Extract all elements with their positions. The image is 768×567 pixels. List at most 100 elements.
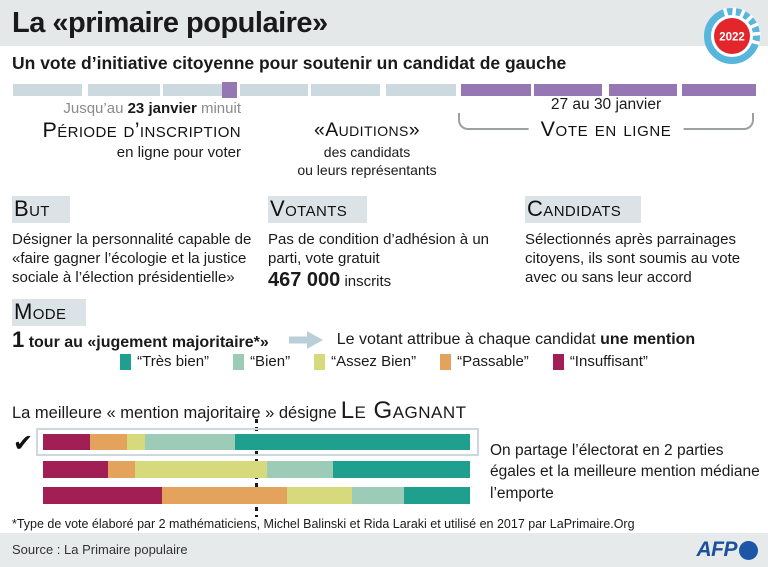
legend-item-tres_bien: “Très bien”	[120, 353, 209, 370]
bar-segment-insuffisant	[43, 461, 108, 478]
legend-item-bien: “Bien”	[233, 353, 290, 370]
section-votants-title: Votants	[268, 196, 368, 223]
bar-segment-bien	[266, 461, 333, 478]
winner-check-icon: ✔	[13, 430, 34, 457]
gagnant-intro: La meilleure « mention majoritaire » dés…	[12, 404, 337, 422]
mode-round: 1 tour au «jugement majoritaire*»	[12, 327, 269, 353]
timeline-segment-past	[88, 84, 160, 96]
votants-text: Pas de condition d’adhésion à un parti, …	[268, 231, 490, 268]
date-prefix: Jusqu’au	[63, 100, 128, 117]
legend-item-assez_bien: “Assez Bien”	[314, 353, 416, 370]
auditions-name: «Auditions»	[314, 119, 420, 141]
gagnant-line: La meilleure « mention majoritaire » dés…	[12, 397, 467, 425]
legend-swatch-insuffisant-icon	[552, 353, 564, 370]
phase-vote-bracket: 27 au 30 janvier Vote en ligne	[458, 96, 754, 142]
legend-swatch-tres_bien-icon	[120, 353, 132, 370]
mention-text: Le votant attribue à chaque candidat	[336, 331, 601, 348]
section-mode-title: Mode	[12, 299, 87, 326]
phase-auditions: «Auditions» des candidats ou leurs repré…	[272, 118, 462, 178]
bar-segment-passable	[107, 461, 135, 478]
bar-segment-tres_bien	[332, 461, 470, 478]
date-suffix: minuit	[196, 100, 241, 117]
page-title: La «primaire populaire»	[12, 7, 328, 39]
timeline-segment-past	[240, 84, 308, 96]
section-but-body: Désigner la personnalité capable de «fai…	[12, 231, 252, 287]
mention-bar	[43, 434, 470, 450]
timeline-segment-past	[163, 84, 222, 96]
footnote: *Type de vote élaboré par 2 mathématicie…	[12, 517, 635, 531]
legend-label: “Insuffisant”	[569, 353, 648, 370]
section-mode: Mode	[12, 299, 87, 326]
legend-item-passable: “Passable”	[440, 353, 529, 370]
bar-segment-bien	[145, 434, 236, 450]
bar-segment-assez_bien	[287, 487, 353, 504]
vote-name: Vote en ligne	[528, 117, 684, 142]
section-candidats-body: Sélectionnés après parrainages citoyens,…	[525, 231, 741, 287]
mode-line: 1 tour au «jugement majoritaire*» Le vot…	[12, 327, 752, 353]
legend-label: “Bien”	[250, 353, 291, 370]
section-votants: Votants Pas de condition d’adhésion à un…	[268, 196, 493, 293]
legend-swatch-bien-icon	[233, 353, 245, 370]
winner-highlight-box	[36, 428, 479, 456]
header-band	[0, 0, 768, 46]
bar-segment-tres_bien	[235, 434, 470, 450]
year-2022-badge-icon: 2022	[704, 7, 761, 64]
votants-count: 467 000	[268, 269, 341, 292]
mention-bar	[43, 487, 470, 504]
afp-logo-circle-icon	[739, 540, 758, 560]
mention-legend: “Très bien” “Bien” “Assez Bien” “Passable” “…	[0, 353, 768, 370]
timeline-segment-past	[13, 84, 82, 96]
phase-inscription: Jusqu’au 23 janvier minuit Période d’ins…	[8, 100, 241, 161]
badge-year-text: 2022	[719, 32, 745, 44]
bar-segment-passable	[162, 487, 288, 504]
auditions-sub1: des candidats	[323, 144, 411, 160]
legend-label: “Assez Bien”	[331, 353, 417, 370]
auditions-sub2: ou leurs représentants	[297, 162, 437, 179]
vote-date: 27 au 30 janvier	[550, 96, 662, 113]
gagnant-strong: Le Gagnant	[340, 397, 467, 424]
timeline-segment-vote	[461, 84, 531, 96]
mode-round-text: tour au «jugement majoritaire*»	[24, 334, 269, 351]
timeline	[0, 81, 768, 99]
bar-segment-passable	[89, 434, 128, 450]
inscription-name: Période d’inscription	[42, 118, 241, 142]
mode-mention-text: Le votant attribue à chaque candidat une…	[337, 331, 695, 349]
votants-count-suffix: inscrits	[340, 273, 392, 291]
bar-segment-tres_bien	[404, 487, 470, 504]
bar-segment-bien	[352, 487, 405, 504]
arrow-right-icon	[288, 331, 323, 349]
legend-item-insuffisant: “Insuffisant”	[552, 353, 648, 370]
legend-swatch-passable-icon	[440, 353, 452, 370]
afp-logo-text: AFP	[696, 538, 738, 561]
mode-round-number: 1	[12, 327, 25, 352]
source-credit: Source : La Primaire populaire	[12, 542, 188, 557]
subtitle: Un vote d’initiative citoyenne pour sout…	[12, 53, 567, 73]
section-but: But Désigner la personnalité capable de …	[12, 196, 264, 287]
legend-label: “Passable”	[457, 353, 529, 370]
timeline-segment-vote	[534, 84, 602, 96]
inscription-date: Jusqu’au 23 janvier minuit	[8, 100, 241, 117]
bar-segment-insuffisant	[43, 434, 90, 450]
timeline-segment-vote	[682, 84, 756, 96]
bar-segment-assez_bien	[134, 461, 267, 478]
timeline-segment-vote	[609, 84, 677, 96]
date-strong: 23 janvier	[127, 100, 197, 117]
legend-label: “Très bien”	[137, 353, 210, 370]
bar-segment-insuffisant	[43, 487, 163, 504]
mention-bar	[43, 461, 470, 478]
section-candidats-title: Candidats	[525, 196, 642, 223]
timeline-segment-past	[311, 84, 380, 96]
bar-segment-assez_bien	[127, 434, 146, 450]
timeline-segment-past	[386, 84, 456, 96]
mention-strong: une mention	[600, 331, 696, 348]
legend-swatch-assez_bien-icon	[314, 353, 326, 370]
timeline-segment-marker	[222, 82, 237, 98]
section-candidats: Candidats Sélectionnés après parrainages…	[525, 196, 763, 287]
inscription-sub: en ligne pour voter	[116, 144, 241, 161]
footer-band: Source : La Primaire populaire AFP	[0, 533, 768, 567]
section-but-title: But	[12, 196, 70, 223]
chart-annotation: On partage l’électorat en 2 parties égal…	[490, 442, 760, 502]
section-votants-body: Pas de condition d’adhésion à un parti, …	[268, 230, 493, 293]
afp-logo: AFP	[696, 538, 758, 562]
